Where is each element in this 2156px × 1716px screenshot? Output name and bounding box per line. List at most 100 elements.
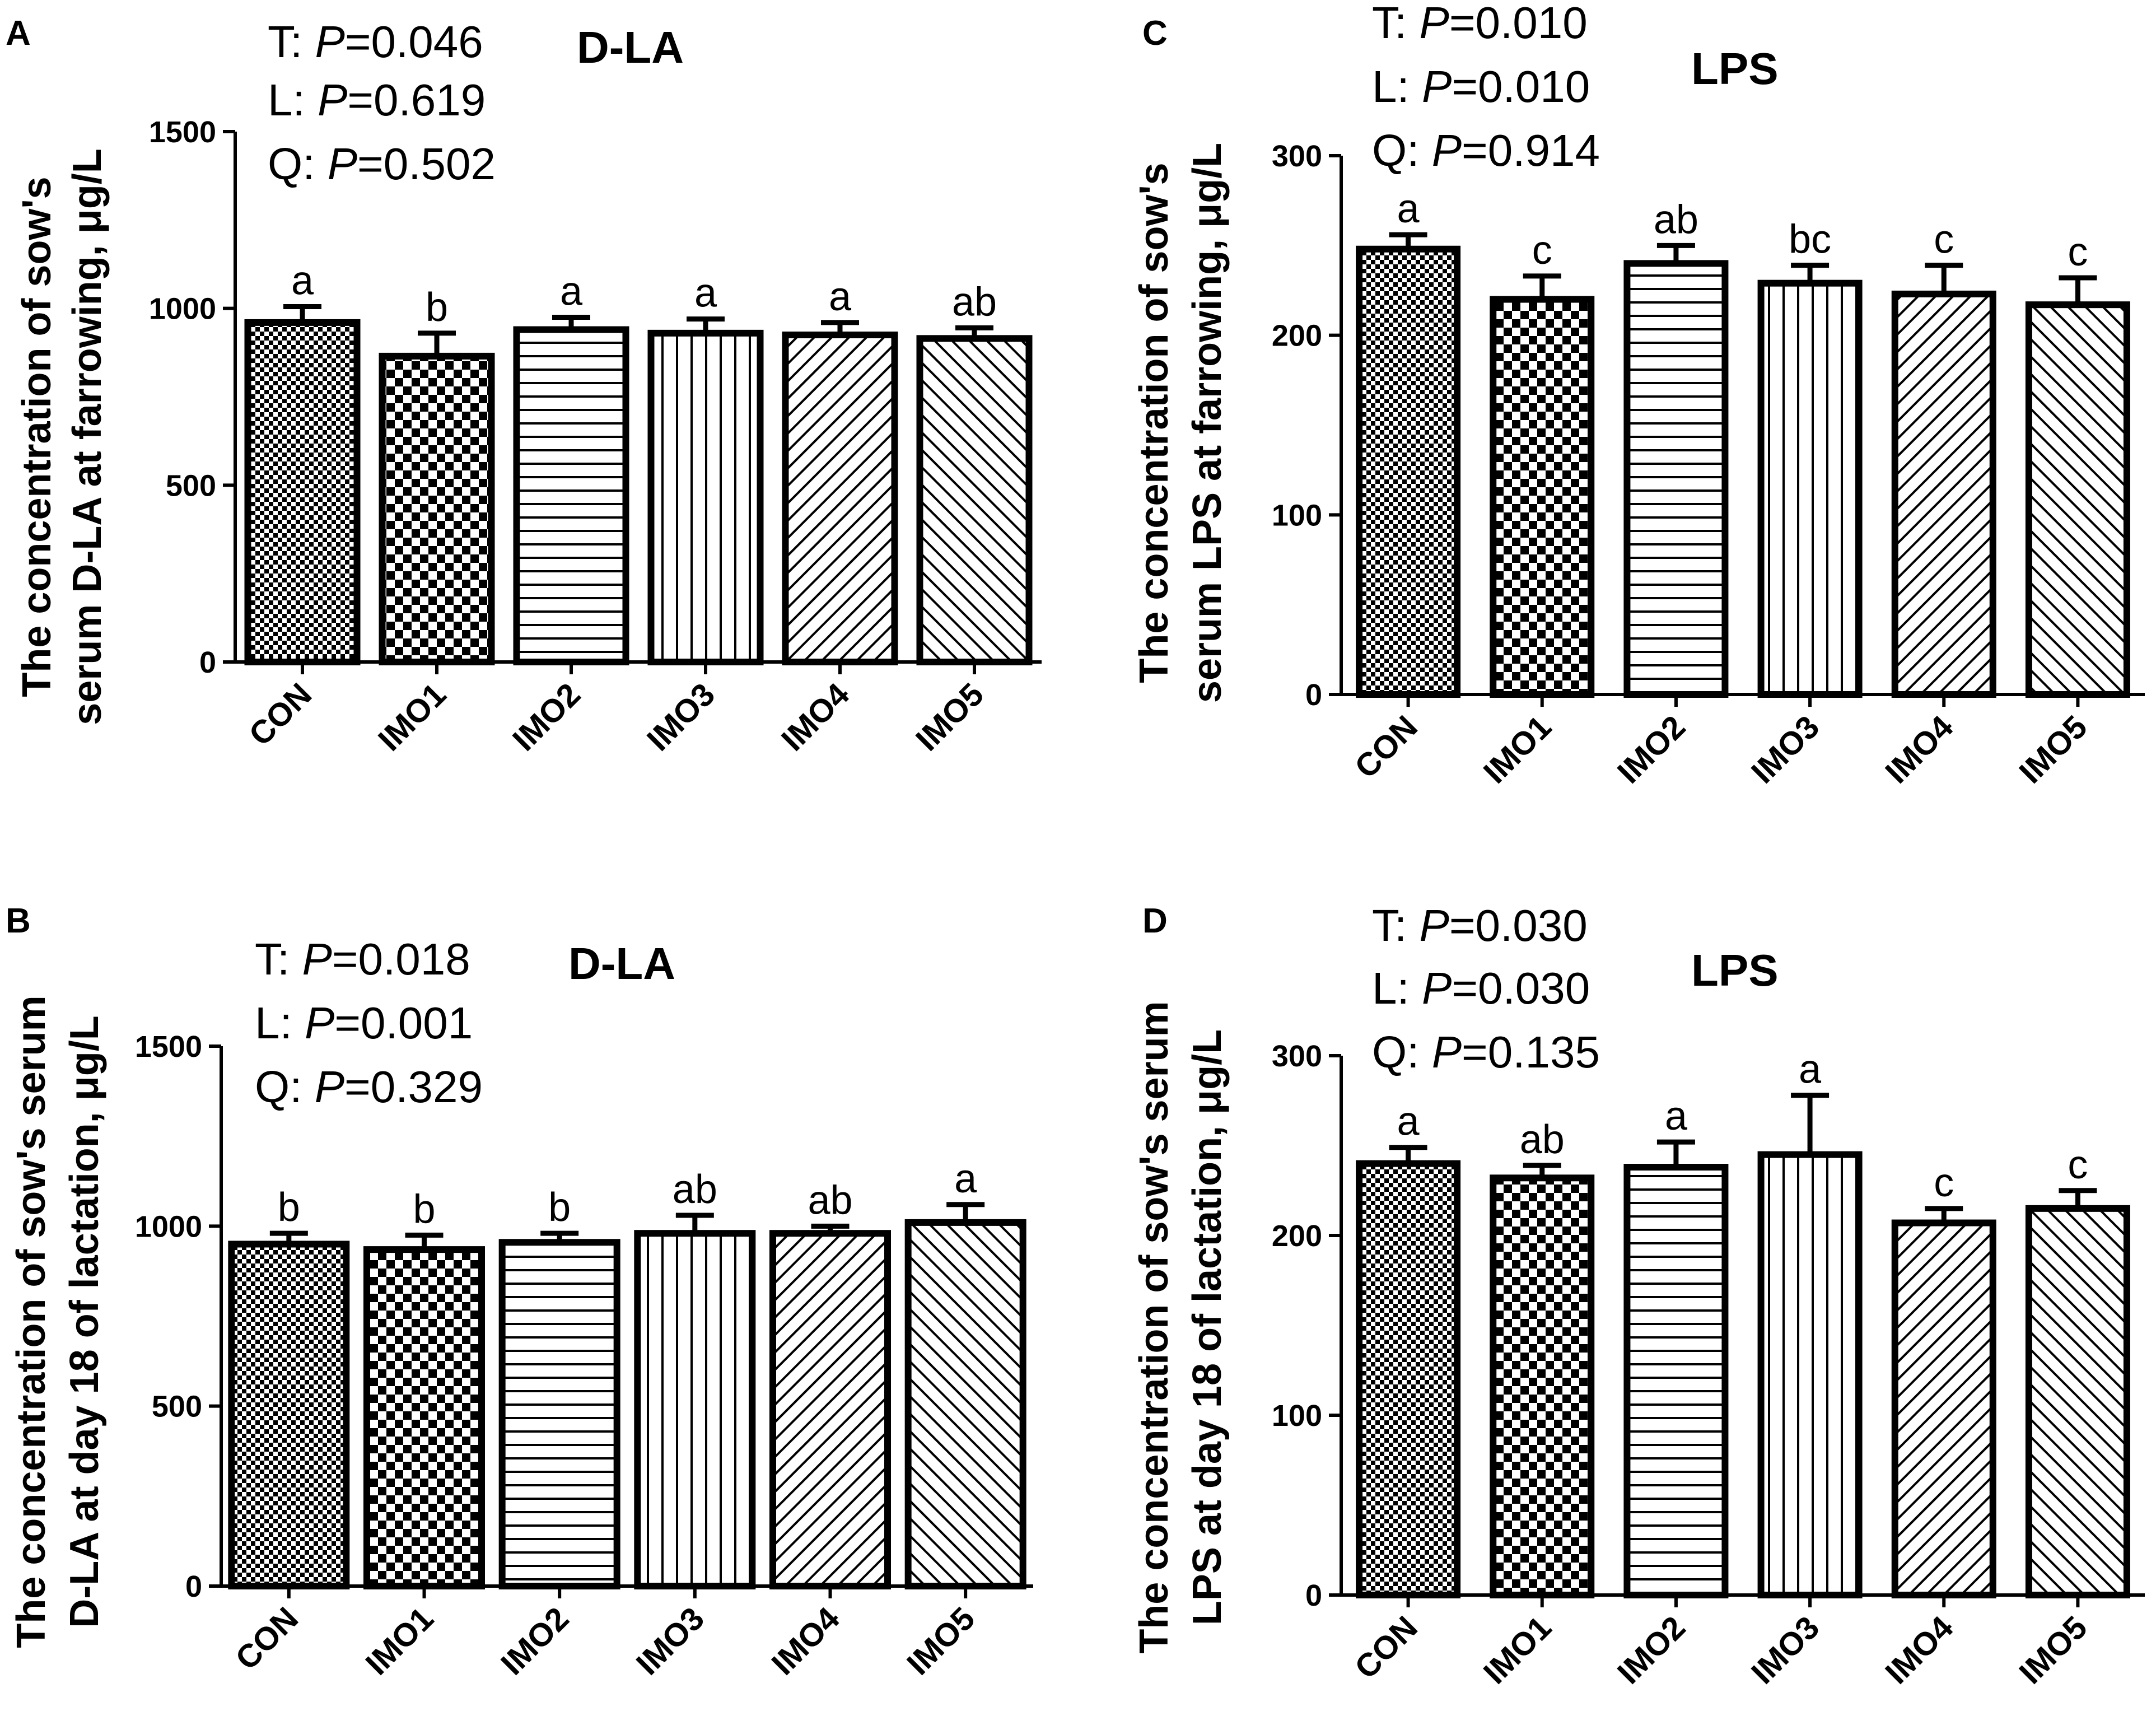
y-tick-label: 1000 xyxy=(135,1210,202,1243)
chart-title: D-LA xyxy=(568,939,675,988)
significance-letter: a xyxy=(829,274,852,319)
y-tick-label: 100 xyxy=(1272,498,1322,532)
bar xyxy=(916,335,1033,665)
y-tick-label: 1500 xyxy=(149,115,216,149)
x-tick-label: IMO2 xyxy=(494,1600,576,1682)
panel-letter: B xyxy=(6,902,31,940)
significance-letter: a xyxy=(291,259,314,304)
y-tick-label: 500 xyxy=(152,1390,202,1424)
bar xyxy=(1490,296,1595,698)
stat-t: T: P=0.046 xyxy=(268,17,483,67)
bar xyxy=(363,1246,485,1589)
y-tick-label: 300 xyxy=(1272,139,1322,173)
x-tick-label: IMO2 xyxy=(1611,708,1692,790)
x-tick-label: IMO1 xyxy=(1477,1609,1558,1691)
significance-letter: ab xyxy=(1520,1117,1565,1162)
plot-area: 0 100 200 300 a CON ab IMO1 a IMO2 a IMO3 c IMO4 c IMO5 xyxy=(1272,1039,2145,1691)
y-tick-label: 0 xyxy=(1305,678,1322,712)
stat-l: L: P=0.001 xyxy=(255,998,473,1048)
bar xyxy=(634,1230,756,1590)
y-axis-label: The concentration of sow's xyxy=(15,176,59,697)
chart-title: LPS xyxy=(1691,44,1779,94)
y-tick-label: 1500 xyxy=(135,1030,202,1064)
bar xyxy=(1757,279,1863,698)
bar xyxy=(782,332,898,665)
significance-letter: c xyxy=(2068,1143,2088,1187)
bar xyxy=(2025,301,2130,698)
bar xyxy=(498,1239,620,1590)
bar xyxy=(228,1241,350,1589)
panel-letter: A xyxy=(6,14,31,53)
y-tick-label: 0 xyxy=(1305,1579,1322,1612)
x-tick-label: CON xyxy=(228,1600,305,1677)
significance-letter: c xyxy=(1934,1160,1954,1205)
x-tick-label: IMO4 xyxy=(764,1600,846,1682)
significance-letter: b xyxy=(278,1185,300,1230)
x-tick-label: CON xyxy=(242,676,319,753)
y-tick-label: 1000 xyxy=(149,292,216,326)
plot-area: 0 500 1000 1500 b CON b IMO1 b IMO2 ab IMO3 ab IMO4 a I… xyxy=(135,1030,1033,1682)
y-axis-label: The concentration of sow's serum xyxy=(1132,1001,1177,1653)
bar xyxy=(647,329,764,665)
significance-letter: a xyxy=(560,269,583,314)
significance-letter: a xyxy=(1397,1099,1420,1144)
stat-l: L: P=0.030 xyxy=(1372,963,1590,1013)
bar xyxy=(1356,245,1461,698)
x-tick-label: IMO2 xyxy=(506,676,587,758)
significance-letter: ab xyxy=(808,1178,852,1223)
y-axis-label: serum LPS at farrowing, μg/L xyxy=(1185,143,1230,703)
bar xyxy=(1490,1174,1595,1598)
significance-letter: c xyxy=(2068,230,2088,274)
significance-letter: a xyxy=(694,271,717,316)
x-tick-label: CON xyxy=(1348,1609,1425,1686)
significance-letter: a xyxy=(1397,186,1420,231)
x-tick-label: IMO3 xyxy=(629,1600,711,1682)
x-tick-label: IMO5 xyxy=(2012,1609,2094,1691)
y-tick-label: 0 xyxy=(185,1570,202,1603)
y-tick-label: 200 xyxy=(1272,319,1322,353)
significance-letter: ab xyxy=(673,1167,717,1212)
bar xyxy=(1623,260,1729,698)
stat-q: Q: P=0.502 xyxy=(268,139,496,189)
significance-letter: ab xyxy=(952,279,997,324)
x-tick-label: IMO5 xyxy=(2012,708,2094,790)
significance-letter: a xyxy=(954,1157,977,1201)
y-axis-label: LPS at day 18 of lactation, μg/L xyxy=(1185,1029,1230,1625)
x-tick-label: IMO1 xyxy=(371,676,453,758)
y-tick-label: 500 xyxy=(166,469,216,502)
y-tick-label: 0 xyxy=(199,646,216,679)
bar xyxy=(2025,1205,2130,1599)
y-axis-label: The concentration of sow's serum xyxy=(9,995,54,1648)
significance-letter: b xyxy=(426,285,448,330)
stat-t: T: P=0.010 xyxy=(1372,0,1588,48)
panel-a: A D-LA T: P=0.046 L: P=0.619 Q: P=0.502 … xyxy=(6,14,1042,758)
panel-b: B D-LA T: P=0.018 L: P=0.001 Q: P=0.329 … xyxy=(6,902,1033,1682)
stat-l: L: P=0.619 xyxy=(268,75,486,125)
panel-letter: D xyxy=(1142,902,1168,940)
panel-letter: C xyxy=(1142,14,1168,53)
x-tick-label: IMO4 xyxy=(1878,1609,1960,1691)
plot-area: 0 500 1000 1500 a CON b IMO1 a IMO2 a IMO3 a IMO4 ab IM… xyxy=(149,115,1042,758)
chart-title: D-LA xyxy=(577,22,684,72)
x-tick-label: IMO3 xyxy=(1744,708,1826,790)
stat-l: L: P=0.010 xyxy=(1372,62,1590,111)
y-tick-label: 300 xyxy=(1272,1039,1322,1073)
bar xyxy=(1891,1219,1996,1598)
stat-t: T: P=0.030 xyxy=(1372,901,1588,950)
y-axis-label: The concentration of sow's xyxy=(1132,162,1177,683)
bar xyxy=(904,1219,1026,1590)
significance-letter: bc xyxy=(1789,217,1831,262)
y-tick-label: 200 xyxy=(1272,1219,1322,1253)
significance-letter: c xyxy=(1934,217,1954,262)
bar xyxy=(1356,1160,1461,1599)
significance-letter: a xyxy=(1799,1047,1822,1092)
y-axis-label: D-LA at day 18 of lactation, μg/L xyxy=(62,1015,107,1628)
bar xyxy=(769,1230,891,1590)
chart-title: LPS xyxy=(1691,945,1779,995)
panel-d: D LPS T: P=0.030 L: P=0.030 Q: P=0.135 T… xyxy=(1132,901,2145,1691)
bar xyxy=(1891,290,1996,698)
stat-t: T: P=0.018 xyxy=(255,934,470,984)
y-tick-label: 100 xyxy=(1272,1399,1322,1433)
x-tick-label: IMO5 xyxy=(909,676,991,758)
